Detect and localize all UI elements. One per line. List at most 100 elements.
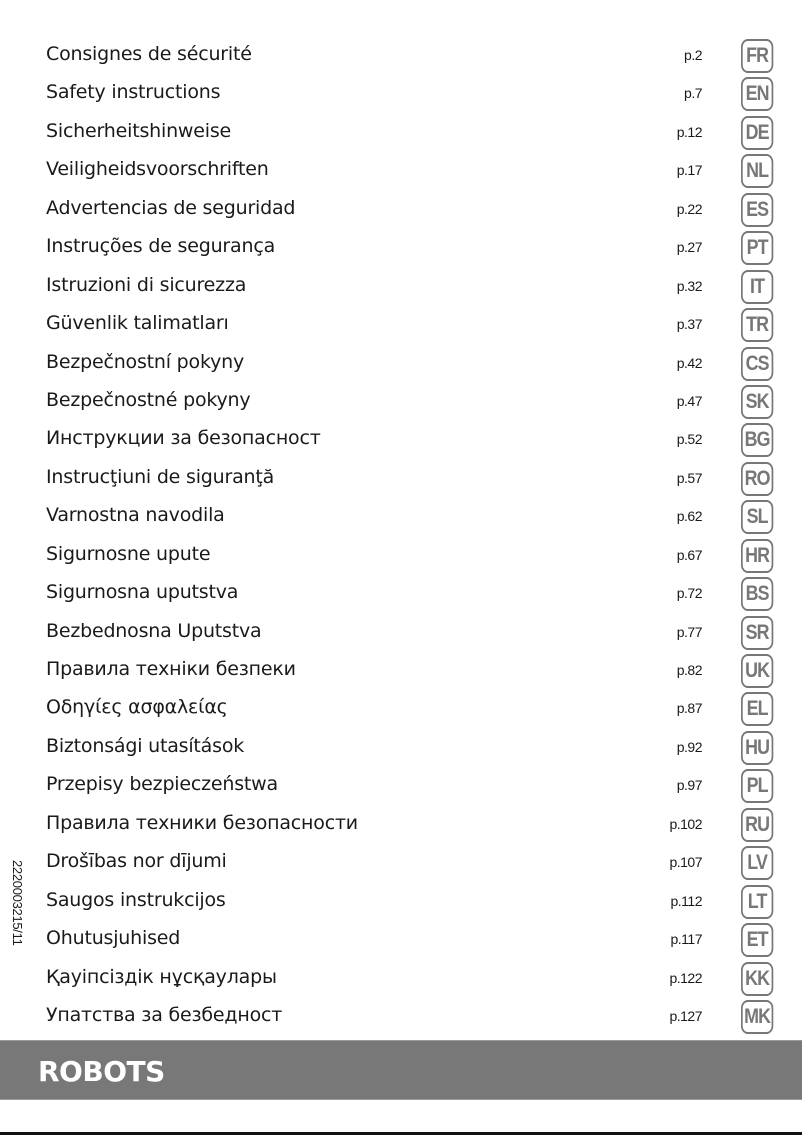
toc-page: p.47	[676, 392, 703, 409]
toc-title: Правила техники безопасности	[46, 811, 358, 834]
language-badge: PL	[741, 769, 774, 804]
toc-page: p.77	[676, 623, 703, 640]
document-code: 2220003215/11	[10, 860, 25, 946]
toc-entry-mk[interactable]: Упатства за безбедност p.127 MK	[0, 998, 802, 1036]
toc-page: p.27	[676, 239, 703, 256]
toc-entry-el[interactable]: Οδηγίες ασφαλείας p.87 EL	[0, 690, 802, 728]
toc-entry-pl[interactable]: Przepisy bezpieczeństwa p.97 PL	[0, 767, 802, 805]
toc-entry-lv[interactable]: Drošības nor dījumi p.107 LV	[0, 844, 802, 882]
language-badge: DE	[741, 115, 774, 150]
toc-entry-bg[interactable]: Инструкции за безопасност p.52 BG	[0, 421, 802, 459]
language-badge: TR	[741, 308, 774, 343]
toc-entry-ro[interactable]: Instrucţiuni de siguranţă p.57 RO	[0, 460, 802, 498]
toc-entry-sr[interactable]: Bezbednosna Uputstva p.77 SR	[0, 614, 802, 652]
toc-entry-hu[interactable]: Biztonsági utasítások p.92 HU	[0, 729, 802, 767]
toc-entry-lt[interactable]: Saugos instrukcijos p.112 LT	[0, 883, 802, 921]
language-badge: BG	[741, 423, 774, 458]
toc-title: Қауіпсіздік нұсқаулары	[46, 965, 277, 988]
toc-title: Veiligheidsvoorschriften	[46, 158, 269, 181]
toc-title: Bezbednosna Uputstva	[46, 619, 262, 642]
language-badge: FR	[741, 39, 774, 73]
toc-page: p.32	[676, 277, 703, 294]
toc-title: Consignes de sécurité	[46, 43, 252, 65]
toc-entry-cs[interactable]: Bezpečnostní pokyny p.42 CS	[0, 345, 802, 383]
toc-page: p.42	[676, 354, 703, 371]
language-badge: MK	[741, 999, 774, 1034]
language-badge: BS	[741, 577, 774, 612]
toc-entry-de[interactable]: Sicherheitshinweise p.12 DE	[0, 114, 802, 152]
toc-page: p.97	[676, 777, 703, 794]
language-badge: SR	[741, 615, 774, 650]
toc-entry-nl[interactable]: Veiligheidsvoorschriften p.17 NL	[0, 152, 802, 190]
toc-entry-tr[interactable]: Güvenlik talimatları p.37 TR	[0, 306, 802, 344]
toc-title: Упатства за безбедност	[46, 1003, 283, 1026]
toc-page: p.92	[676, 738, 703, 755]
table-of-contents: Consignes de sécurité p.2 FR Safety instruc…	[0, 37, 802, 1036]
toc-page: p.117	[670, 931, 703, 948]
toc-page: p.7	[684, 85, 702, 102]
language-badge: HR	[741, 538, 774, 573]
toc-entry-en[interactable]: Safety instructions p.7 EN	[0, 75, 802, 113]
language-badge: EN	[741, 77, 774, 112]
toc-title: Saugos instrukcijos	[46, 888, 226, 911]
toc-entry-bs[interactable]: Sigurnosna uputstva p.72 BS	[0, 575, 802, 613]
language-badge: PT	[741, 231, 774, 266]
toc-page: p.57	[676, 469, 703, 486]
toc-title: Sigurnosne upute	[46, 542, 211, 565]
language-badge: HU	[741, 730, 774, 765]
divider	[0, 1132, 802, 1135]
toc-entry-fr[interactable]: Consignes de sécurité p.2 FR	[0, 37, 802, 75]
language-badge: SL	[741, 500, 774, 535]
language-badge: LV	[741, 846, 774, 881]
toc-title: Οδηγίες ασφαλείας	[46, 696, 228, 719]
toc-title: Drošības nor dījumi	[46, 850, 227, 873]
toc-title: Advertencias de seguridad	[46, 196, 296, 219]
toc-entry-sl[interactable]: Varnostna navodila p.62 SL	[0, 498, 802, 536]
toc-title: Safety instructions	[46, 81, 221, 104]
toc-page: p.62	[676, 508, 703, 525]
toc-page: p.82	[676, 662, 703, 678]
toc-page: p.107	[669, 854, 702, 871]
toc-entry-it[interactable]: Istruzioni di sicurezza p.32 IT	[0, 268, 802, 306]
language-badge: UK	[741, 654, 774, 688]
toc-page: p.87	[676, 700, 703, 717]
language-badge: KK	[741, 961, 774, 996]
language-badge: LT	[741, 884, 774, 919]
toc-title: Инструкции за безопасност	[46, 427, 321, 450]
toc-page: p.12	[676, 123, 703, 140]
toc-title: Istruzioni di sicurezza	[46, 273, 247, 296]
language-badge: RU	[741, 807, 774, 842]
toc-entry-hr[interactable]: Sigurnosne upute p.67 HR	[0, 537, 802, 575]
language-badge: ET	[741, 923, 774, 958]
toc-entry-kk[interactable]: Қауіпсіздік нұсқаулары p.122 KK	[0, 960, 802, 998]
toc-title: Правила техніки безпеки	[46, 658, 296, 680]
toc-entry-uk[interactable]: Правила техніки безпеки p.82 UK	[0, 652, 802, 690]
toc-entry-ru[interactable]: Правила техники безопасности p.102 RU	[0, 806, 802, 844]
toc-entry-sk[interactable]: Bezpečnostné pokyny p.47 SK	[0, 383, 802, 421]
toc-entry-pt[interactable]: Instruções de segurança p.27 PT	[0, 229, 802, 267]
toc-page: p.52	[676, 431, 703, 448]
toc-page: p.22	[676, 200, 703, 217]
toc-title: Varnostna navodila	[46, 504, 225, 527]
toc-title: Ohutusjuhised	[46, 927, 181, 950]
toc-title: Sicherheitshinweise	[46, 119, 232, 142]
toc-entry-es[interactable]: Advertencias de seguridad p.22 ES	[0, 191, 802, 229]
toc-title: Güvenlik talimatları	[46, 312, 229, 335]
toc-page: p.122	[669, 969, 702, 986]
toc-page: p.127	[669, 1007, 702, 1024]
toc-title: Instrucţiuni de siguranţă	[46, 465, 275, 488]
footer-band: ROBOTS	[0, 1040, 802, 1100]
toc-title: Instruções de segurança	[46, 235, 276, 258]
toc-page: p.112	[670, 892, 703, 909]
language-badge: SK	[741, 384, 774, 419]
language-badge: RO	[741, 461, 774, 496]
toc-page: p.17	[676, 162, 703, 179]
toc-title: Przepisy bezpieczeństwa	[46, 773, 278, 796]
brand-label: ROBOTS	[38, 1055, 165, 1088]
language-badge: IT	[741, 269, 774, 304]
toc-title: Sigurnosna uputstva	[46, 581, 239, 604]
toc-entry-et[interactable]: Ohutusjuhised p.117 ET	[0, 921, 802, 959]
toc-title: Biztonsági utasítások	[46, 734, 245, 757]
language-badge: CS	[741, 346, 774, 381]
toc-page: p.2	[684, 47, 702, 63]
